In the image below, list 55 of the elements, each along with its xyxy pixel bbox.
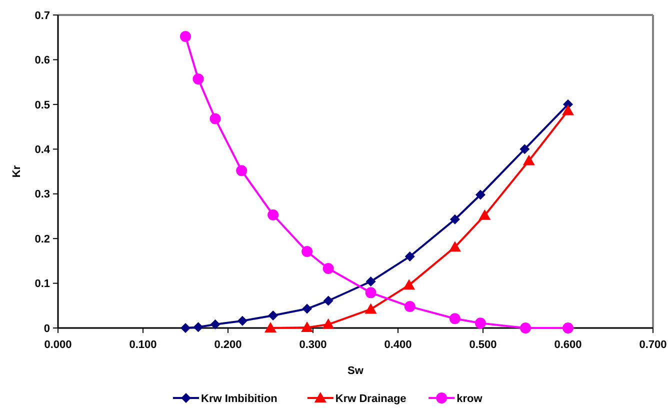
point — [268, 310, 278, 320]
point — [404, 251, 415, 262]
y-tick-label: 0.7 — [34, 10, 50, 22]
y-tick-label: 0.6 — [34, 54, 50, 67]
point — [302, 304, 312, 314]
point — [210, 319, 220, 330]
point — [364, 303, 377, 314]
point — [180, 30, 191, 42]
point — [474, 318, 486, 329]
point — [302, 246, 313, 258]
legend-label: Krw Imbibition — [201, 392, 278, 405]
point — [192, 73, 204, 84]
point — [403, 279, 416, 290]
point — [236, 165, 248, 176]
point — [478, 209, 491, 220]
y-tick-label: 0.2 — [34, 233, 50, 246]
point — [366, 276, 376, 286]
y-tick-label: 0.1 — [34, 278, 50, 290]
point — [210, 113, 221, 124]
point — [322, 318, 334, 329]
point — [475, 190, 486, 200]
point — [237, 316, 248, 326]
point — [448, 241, 461, 252]
point — [449, 313, 460, 324]
point — [404, 301, 416, 312]
point — [323, 296, 334, 306]
point — [522, 154, 535, 166]
x-tick-label: 0.300 — [299, 339, 327, 351]
x-tick-label: 0.100 — [129, 339, 157, 351]
x-tick-label: 0.000 — [44, 339, 72, 351]
point — [193, 322, 204, 332]
point — [520, 322, 531, 334]
point — [322, 263, 334, 274]
x-axis-title: Sw — [348, 365, 364, 377]
point — [365, 287, 376, 298]
point — [562, 104, 574, 116]
point — [562, 322, 574, 334]
y-tick-label: 0.5 — [34, 99, 50, 112]
point — [264, 322, 276, 332]
x-tick-label: 0.200 — [214, 339, 242, 351]
x-tick-label: 0.500 — [469, 339, 497, 351]
point — [520, 144, 530, 154]
y-tick-label: 0.3 — [34, 188, 50, 201]
point — [301, 322, 314, 332]
y-axis-title: Kr — [11, 164, 23, 178]
legend-label: krow — [456, 392, 483, 405]
x-tick-label: 0.400 — [384, 339, 412, 351]
y-tick-label: 0.4 — [34, 144, 51, 156]
x-tick-label: 0.600 — [554, 339, 582, 351]
legend-label: Krw Drainage — [335, 392, 406, 405]
point — [180, 323, 190, 333]
x-tick-label: 0.700 — [639, 339, 667, 351]
point — [268, 209, 279, 220]
point — [450, 214, 460, 224]
y-tick-label: 0 — [44, 322, 50, 335]
